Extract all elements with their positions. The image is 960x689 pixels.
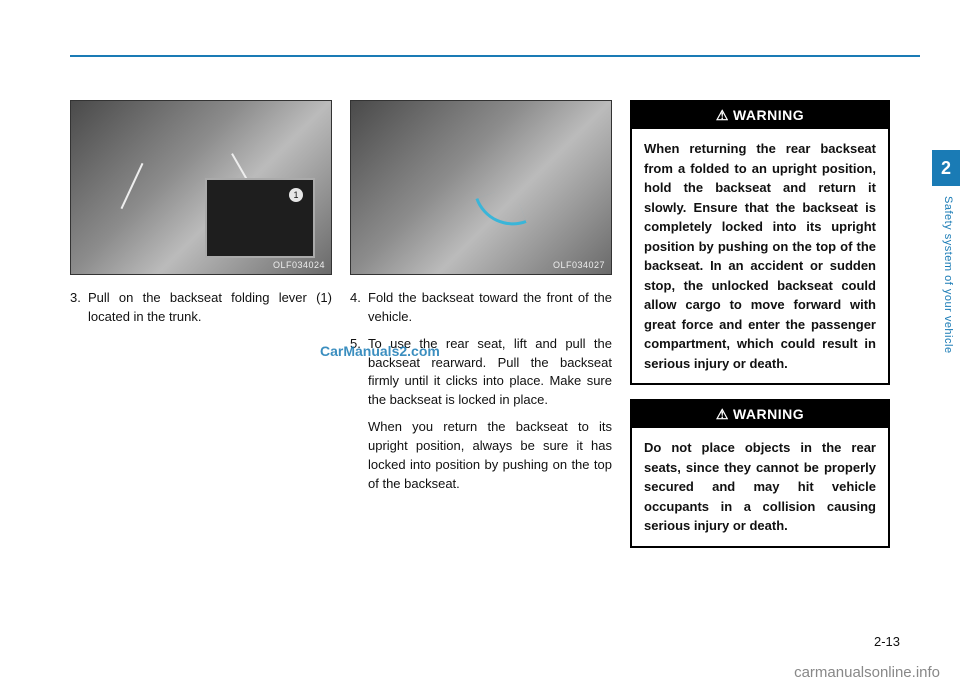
chapter-tab: 2 [932,150,960,186]
main-content: 1 OLF034024 3. Pull on the backseat fold… [70,100,890,562]
warning-title: WARNING [733,406,804,422]
page-number: 2-13 [874,634,900,649]
step-text: Pull on the backseat folding lever (1) l… [88,289,332,327]
column-3: ⚠WARNING When returning the rear backsea… [630,100,890,562]
warning-1-text: When returning the rear backseat from a … [632,129,888,383]
column-1: 1 OLF034024 3. Pull on the backseat fold… [70,100,332,562]
photo-inset-lever: 1 [205,178,315,258]
warning-icon: ⚠ [716,406,729,423]
photo-trunk-lever: 1 OLF034024 [70,100,332,275]
footer-watermark: carmanualsonline.info [794,664,940,681]
step-3: 3. Pull on the backseat folding lever (1… [70,289,332,327]
top-divider [70,55,920,57]
column-2: OLF034027 4. Fold the backseat toward th… [350,100,612,562]
photo-code: OLF034024 [273,260,325,270]
photo-rear-seat: OLF034027 [350,100,612,275]
warning-icon: ⚠ [716,107,729,124]
step-5-continuation: When you return the backseat to its upri… [368,418,612,493]
step-text: Fold the backseat toward the front of th… [368,289,612,327]
step-number: 4. [350,289,368,327]
warning-box-2: ⚠WARNING Do not place objects in the rea… [630,399,890,548]
chapter-label: Safety system of your vehicle [938,196,954,354]
warning-heading: ⚠WARNING [632,401,888,428]
fold-arrow-icon [475,185,526,236]
overlay-watermark: CarManuals2.com [320,343,440,359]
warning-2-text: Do not place objects in the rear seats, … [632,428,888,546]
callout-marker-1: 1 [289,188,303,202]
steps-4-5: 4. Fold the backseat toward the front of… [350,289,612,493]
warning-heading: ⚠WARNING [632,102,888,129]
step-number: 3. [70,289,88,327]
pointer-line [121,163,144,209]
photo-code: OLF034027 [553,260,605,270]
warning-title: WARNING [733,107,804,123]
warning-box-1: ⚠WARNING When returning the rear backsea… [630,100,890,385]
